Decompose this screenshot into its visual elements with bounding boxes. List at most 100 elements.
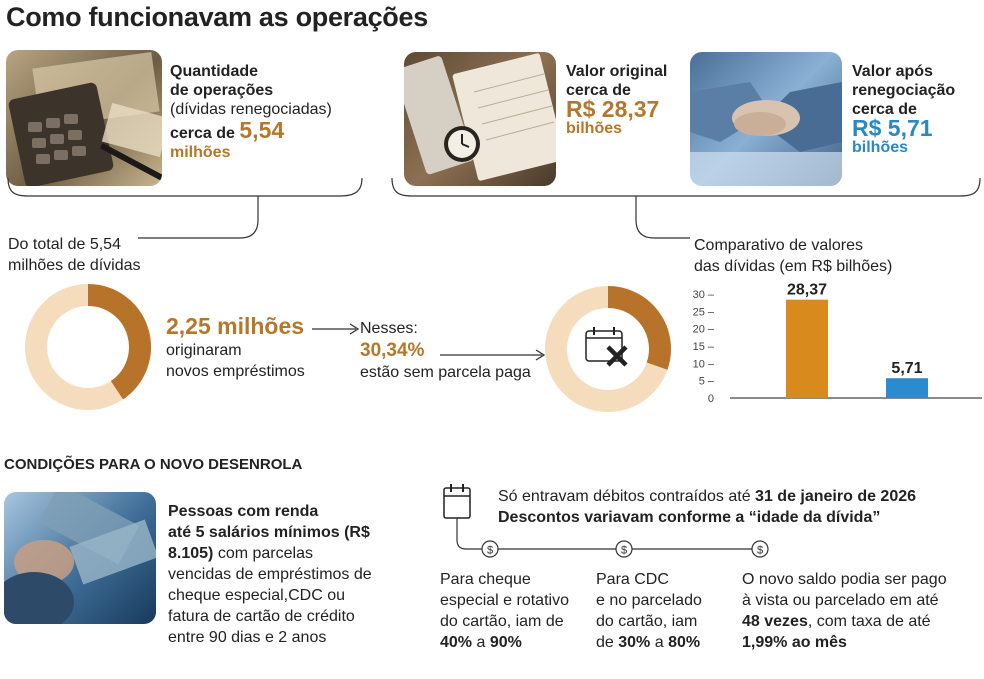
timeline-col3-line1: O novo saldo podia ser pago <box>742 571 947 588</box>
calendar-clock-photo <box>404 52 556 186</box>
card-original-text: Valor original cerca de R$ 28,37 bilhões <box>566 62 696 138</box>
card-renegotiated-text: Valor após renegociação cerca de R$ 5,71… <box>852 62 982 157</box>
timeline-col1: Para cheque especial e rotativo do cartã… <box>440 569 590 653</box>
card-renegotiated-line3: cerca de <box>852 101 917 118</box>
timeline-col2: Para CDC e no parcelado do cartão, iam d… <box>596 569 736 653</box>
card-operations-line2: de operações <box>170 82 274 99</box>
timeline-col3-line4: 1,99% ao mês <box>742 634 847 651</box>
card-renegotiated-unit: bilhões <box>852 139 909 156</box>
conditions-line2: até 5 salários mínimos (R$ <box>168 524 370 541</box>
chart-caption-line2: das dívidas (em R$ bilhões) <box>694 258 893 275</box>
timeline-subheader: Descontos variavam conforme a “idade da … <box>498 509 881 526</box>
donut1-chart <box>25 284 151 410</box>
card-operations-line1: Quantidade <box>170 63 259 80</box>
conditions-line7: entre 90 dias e 2 anos <box>168 629 327 646</box>
y-tick-label: 5 – <box>699 376 715 388</box>
bar-value-label: 28,37 <box>787 282 827 299</box>
svg-text:$: $ <box>487 545 493 557</box>
card-operations-line3: (dívidas renegociadas) <box>170 101 332 118</box>
y-tick-label: 20 – <box>693 324 715 336</box>
y-tick-label: 30 – <box>693 289 715 301</box>
card-original-value: R$ 28,37 <box>566 96 660 122</box>
card-operations-unit: milhões <box>170 144 231 161</box>
timeline-lines: $ $ $ <box>443 484 769 558</box>
timeline-col1-line3: do cartão, iam de <box>440 613 564 630</box>
timeline-col3-line2: à vista ou parcelado em até <box>742 592 939 609</box>
bar-chart: 0 5 – 10 – 15 – 20 – 25 – 30 – 28,37 5,71 <box>693 282 982 405</box>
donut2-chart <box>545 286 671 412</box>
handshake-photo <box>690 52 842 186</box>
y-tick-label: 15 – <box>693 341 715 353</box>
card-renegotiated-value: R$ 5,71 <box>852 115 933 141</box>
timeline-col2-line2: e no parcelado <box>596 592 702 609</box>
timeline-col2-mid: a <box>650 634 669 651</box>
bar <box>786 299 828 398</box>
donut1-text: 2,25 milhões originaram novos empréstimo… <box>166 313 305 382</box>
svg-text:$: $ <box>757 545 763 557</box>
donut-segment <box>87 284 151 400</box>
dollar-coin-icon: $ <box>751 540 769 558</box>
calendar-icon <box>443 484 471 519</box>
card-operations-prefix: cerca de <box>170 125 235 142</box>
svg-text:$: $ <box>621 545 627 557</box>
donut2-intro: Nesses: <box>360 320 418 337</box>
conditions-line1: Pessoas com renda <box>168 503 319 520</box>
y-tick-label: 0 <box>708 393 714 405</box>
timeline-col1-line1: Para cheque <box>440 571 531 588</box>
donut1-caption: Do total de 5,54 milhões de dívidas <box>8 234 141 276</box>
conditions-line4: vencidas de empréstimos de <box>168 566 372 583</box>
conditions-line6: fatura de cartão de crédito <box>168 608 355 625</box>
card-operations-value: 5,54 <box>239 117 285 143</box>
chart-caption-line1: Comparativo de valores <box>694 237 863 254</box>
donut1-caption-line1: Do total de 5,54 <box>8 236 121 253</box>
timeline-col1-p1: 40% <box>440 634 473 651</box>
timeline-col1-p2: 90% <box>489 634 522 651</box>
conditions-line3-bold: 8.105) <box>168 545 214 562</box>
timeline-col3-line3: , com taxa de até <box>807 613 931 630</box>
connector-lines <box>7 177 981 239</box>
section-title: CONDIÇÕES PARA O NOVO DESENROLA <box>4 456 303 473</box>
donut1-caption-line2: milhões de dívidas <box>8 257 141 274</box>
timeline-col3: O novo saldo podia ser pago à vista ou p… <box>742 569 982 653</box>
timeline-col2-pre: de <box>596 634 619 651</box>
donut2-desc: estão sem parcela paga <box>360 364 531 381</box>
conditions-text: Pessoas com renda até 5 salários mínimos… <box>168 501 408 648</box>
arrow-right-icon <box>312 323 360 335</box>
y-tick-label: 25 – <box>693 306 715 318</box>
timeline-col2-line3: do cartão, iam <box>596 613 698 630</box>
conditions-line5: cheque especial,CDC ou <box>168 587 345 604</box>
card-original-line1: Valor original <box>566 63 668 80</box>
timeline-col1-mid: a <box>472 634 490 651</box>
donut2-value: 30,34% <box>360 340 425 361</box>
bar-value-label: 5,71 <box>891 360 922 377</box>
timeline-header-date: 31 de janeiro de 2026 <box>755 488 917 505</box>
card-original-unit: bilhões <box>566 120 623 137</box>
donut2-text: Nesses: 30,34% estão sem parcela paga <box>360 318 531 383</box>
donut1-desc-line2: novos empréstimos <box>166 363 305 380</box>
y-tick-label: 10 – <box>693 358 715 370</box>
money-photo <box>4 492 156 624</box>
timeline-col1-line2: especial e rotativo <box>440 592 569 609</box>
calculator-photo <box>6 50 162 186</box>
arrow-right-icon <box>440 349 546 361</box>
calendar-x-icon <box>585 327 628 367</box>
card-operations-text: Quantidade de operações (dívidas renegoc… <box>170 62 370 162</box>
bar <box>886 378 928 398</box>
card-renegotiated-line2: renegociação <box>852 82 956 99</box>
timeline-col2-line1: Para CDC <box>596 571 669 588</box>
timeline-header-prefix: Só entravam débitos contraídos até <box>498 488 756 505</box>
timeline-col3-bold: 48 vezes <box>742 613 808 630</box>
donut1-desc-line1: originaram <box>166 342 242 359</box>
chart-caption: Comparativo de valores das dívidas (em R… <box>694 235 892 277</box>
card-original-line2: cerca de <box>566 82 631 99</box>
page-title: Como funcionavam as operações <box>6 2 428 32</box>
timeline-col2-p1: 30% <box>618 634 651 651</box>
dollar-coin-icon: $ <box>615 540 633 558</box>
dollar-coin-icon: $ <box>481 540 499 558</box>
conditions-line3: com parcelas <box>213 545 313 562</box>
timeline-header: Só entravam débitos contraídos até 31 de… <box>498 486 978 528</box>
timeline-col2-p2: 80% <box>668 634 701 651</box>
card-renegotiated-line1: Valor após <box>852 63 933 80</box>
donut1-value: 2,25 milhões <box>166 313 305 339</box>
donut-segment <box>607 286 671 370</box>
